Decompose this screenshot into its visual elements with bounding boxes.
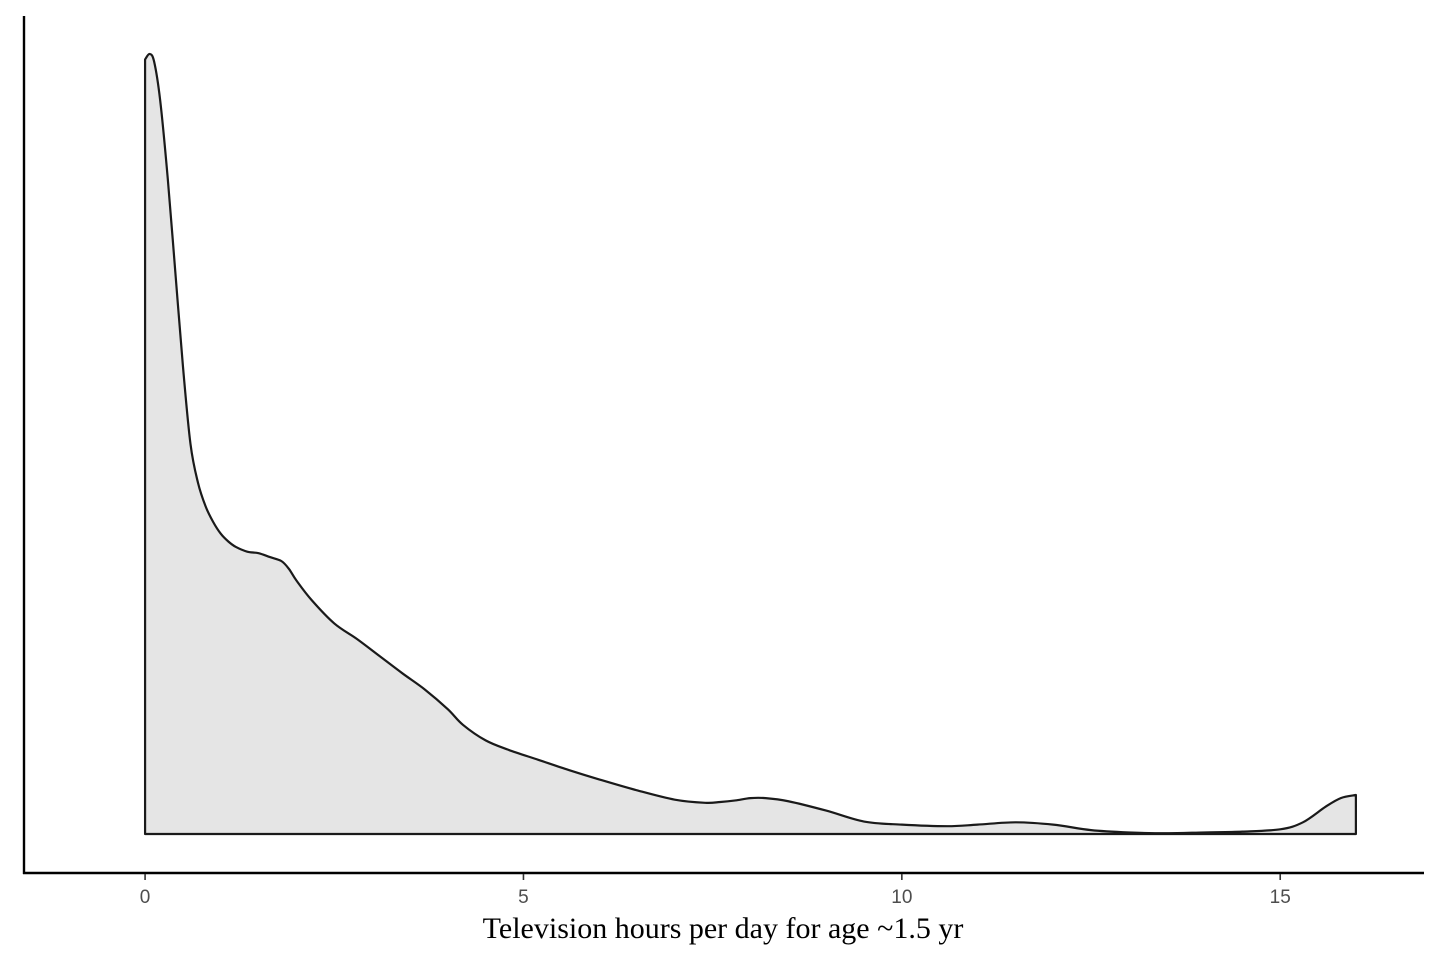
x-tick-label: 5 (518, 887, 529, 908)
x-axis-ticks: 0 5 10 15 (140, 874, 1291, 908)
x-axis-title: Television hours per day for age ~1.5 yr (483, 912, 964, 945)
x-tick-label: 0 (140, 887, 151, 908)
plot-area (143, 52, 1357, 836)
x-tick-label: 15 (1270, 887, 1291, 908)
density-area-series-0 (143, 52, 1357, 836)
x-tick-label: 10 (891, 887, 912, 908)
